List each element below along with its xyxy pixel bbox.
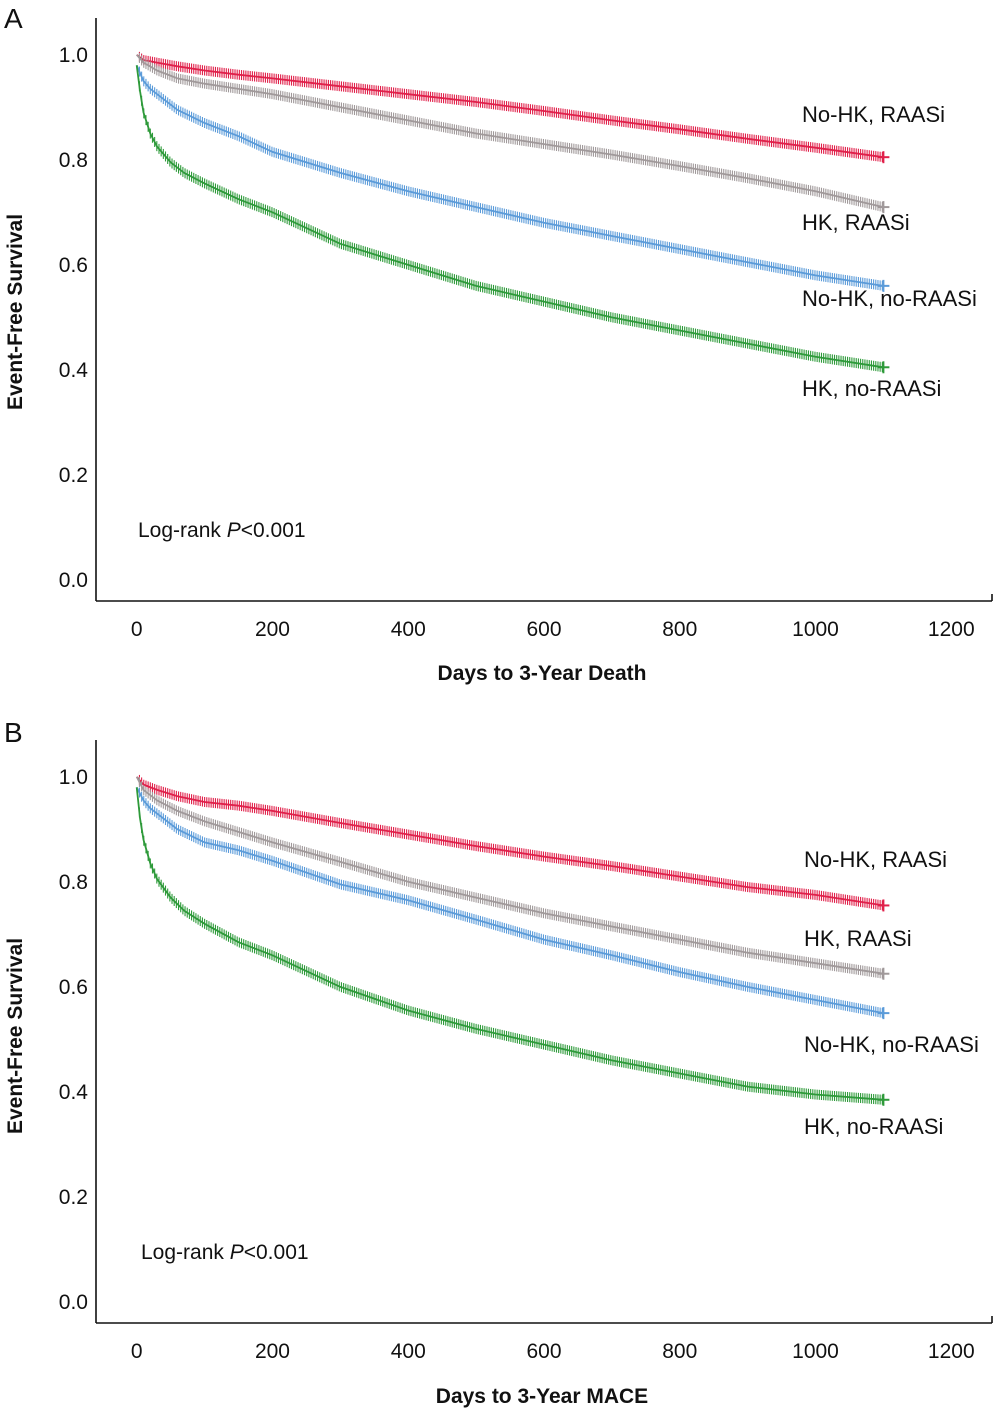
chart-b: B 0 200 400 600 800 1000 1200 0.0 0.2 0.4 0.6 0.8 1.… — [4, 717, 993, 1408]
series-label: HK, RAASi — [802, 210, 910, 235]
panel-letter-b: B — [4, 717, 23, 748]
series-label: No-HK, no-RAASi — [804, 1032, 979, 1057]
y-tick-label: 0.0 — [59, 1291, 88, 1314]
y-tick-label: 0.2 — [59, 1186, 88, 1209]
x-tick-label: 600 — [526, 1340, 561, 1363]
survival-curve — [135, 65, 884, 369]
y-tick-label: 0.0 — [59, 569, 88, 592]
annotation-prefix: Log-rank — [138, 519, 227, 542]
survival-curve — [135, 64, 884, 287]
y-axis-label: Event-Free Survival — [4, 214, 27, 410]
x-tick-label: 1000 — [792, 618, 839, 641]
x-axis-label: Days to 3-Year MACE — [436, 1385, 648, 1408]
annotation-suffix: <0.001 — [241, 519, 306, 542]
panel-a: A 0 200 400 600 800 1000 1200 0.0 0.2 0.4 0.6 0.8 1.… — [4, 3, 993, 685]
y-tick-label: 0.2 — [59, 464, 88, 487]
annotation-suffix: <0.001 — [244, 1241, 309, 1264]
x-tick-label: 200 — [255, 618, 290, 641]
series-no-hk-raasi — [136, 51, 890, 164]
y-tick-label: 0.8 — [59, 871, 88, 894]
y-tick-label: 1.0 — [59, 766, 88, 789]
x-tick-label: 800 — [662, 618, 697, 641]
log-rank-annotation: Log-rank P<0.001 — [141, 1241, 309, 1264]
series-hk-no-raasi — [135, 65, 890, 374]
x-tick-label: 0 — [131, 618, 143, 641]
x-tick-label: 400 — [391, 1340, 426, 1363]
survival-curve — [135, 786, 884, 1014]
series-hk-no-raasi — [135, 787, 890, 1106]
series-label: No-HK, RAASi — [804, 847, 947, 872]
x-tick-label: 0 — [131, 1340, 143, 1363]
y-axis-label: Event-Free Survival — [4, 938, 27, 1134]
panel-letter-a: A — [4, 3, 23, 34]
series-no-hk-no-raasi — [135, 64, 890, 292]
y-tick-label: 1.0 — [59, 44, 88, 67]
series-label: No-HK, RAASi — [802, 102, 945, 127]
chart-a: A 0 200 400 600 800 1000 1200 0.0 0.2 0.4 0.6 0.8 1.… — [4, 3, 993, 685]
series-no-hk-no-raasi — [135, 786, 890, 1020]
x-tick-label: 1200 — [928, 618, 975, 641]
x-axis-label: Days to 3-Year Death — [438, 662, 647, 685]
series-label: HK, no-RAASi — [804, 1114, 943, 1139]
series-hk-raasi — [136, 52, 890, 214]
series-hk-raasi — [135, 776, 890, 980]
survival-curve — [135, 776, 884, 975]
x-tick-label: 200 — [255, 1340, 290, 1363]
annotation-prefix: Log-rank — [141, 1241, 230, 1264]
x-tick-label: 800 — [662, 1340, 697, 1363]
x-tick-label: 600 — [526, 618, 561, 641]
log-rank-annotation: Log-rank P<0.001 — [138, 519, 306, 542]
y-tick-label: 0.6 — [59, 254, 88, 277]
annotation-p: P — [227, 519, 241, 542]
series-no-hk-raasi — [136, 774, 890, 912]
y-tick-label: 0.8 — [59, 149, 88, 172]
series-label: HK, RAASi — [804, 926, 912, 951]
annotation-p: P — [230, 1241, 244, 1264]
y-tick-label: 0.4 — [59, 359, 89, 382]
panel-b: B 0 200 400 600 800 1000 1200 0.0 0.2 0.4 0.6 0.8 1.… — [0, 706, 1000, 1412]
series-label: No-HK, no-RAASi — [802, 286, 977, 311]
x-tick-label: 1000 — [792, 1340, 839, 1363]
y-tick-label: 0.6 — [59, 976, 88, 999]
x-tick-label: 1200 — [928, 1340, 975, 1363]
x-tick-label: 400 — [391, 618, 426, 641]
series-label: HK, no-RAASi — [802, 376, 941, 401]
y-tick-label: 0.4 — [59, 1081, 89, 1104]
